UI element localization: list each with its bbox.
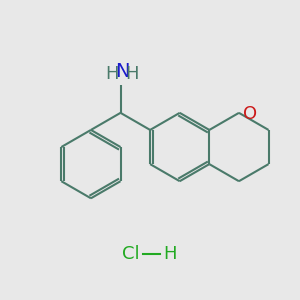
Text: N: N: [115, 62, 129, 81]
Text: H: H: [105, 65, 119, 83]
Text: Cl: Cl: [122, 245, 140, 263]
Text: H: H: [126, 65, 139, 83]
Text: O: O: [243, 105, 257, 123]
Text: H: H: [164, 245, 177, 263]
